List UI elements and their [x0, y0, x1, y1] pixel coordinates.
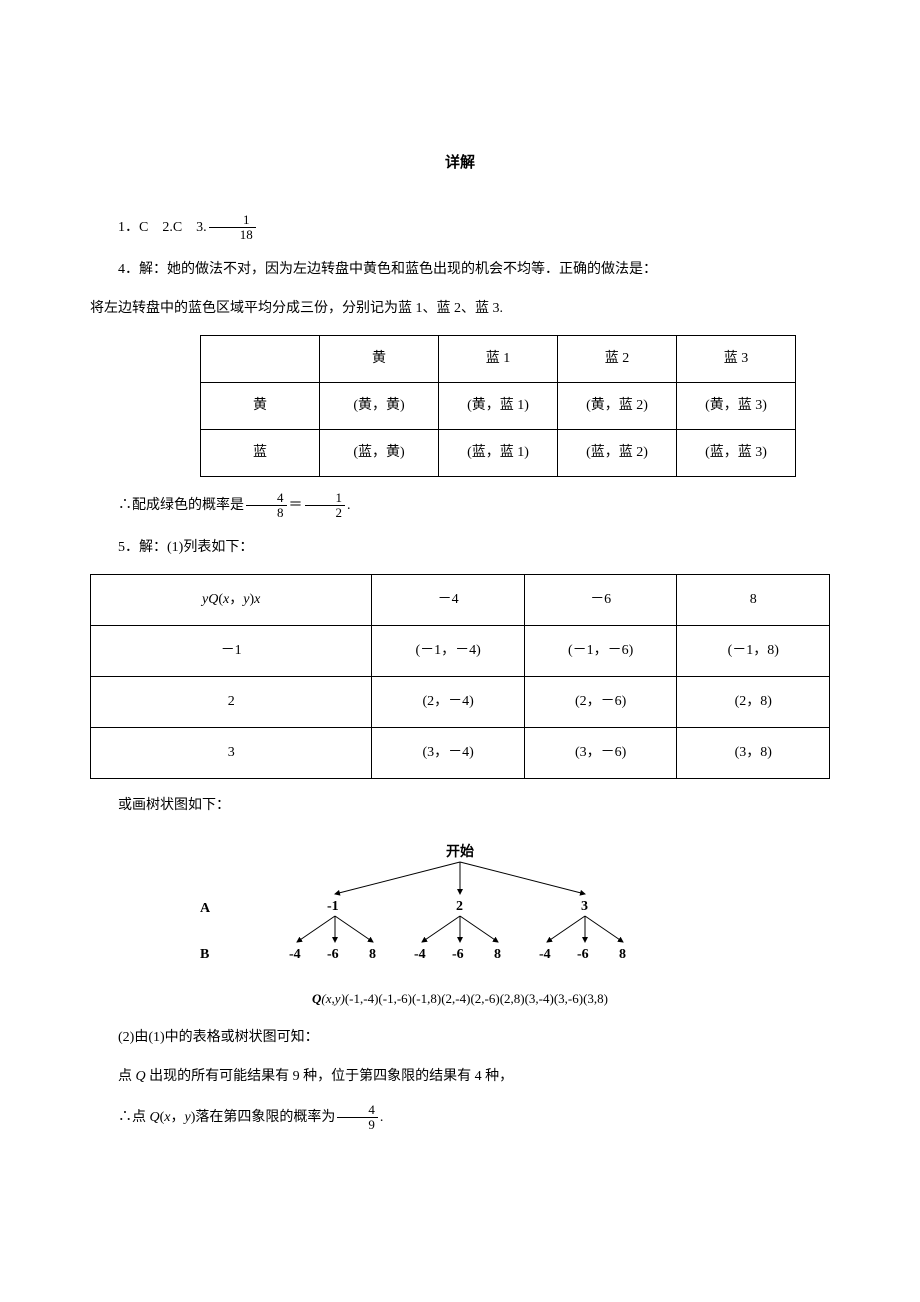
table-cell: 黄 [201, 382, 320, 429]
green-prefix: ∴配成绿色的概率是 [118, 498, 244, 513]
tree-outcomes: Q(x,y)(-1,-4)(-1,-6)(-1,8)(2,-4)(2,-6)(2… [90, 987, 830, 1010]
table-cell [201, 335, 320, 382]
table-cell: －4 [372, 574, 525, 625]
table-cell: 蓝 [201, 429, 320, 476]
table-cell: (－1，－4) [372, 625, 525, 676]
solution-4-line-2: 将左边转盘中的蓝色区域平均分成三份，分别记为蓝 1、蓝 2、蓝 3. [90, 296, 830, 321]
table-row: yQ(x，y)x －4 －6 8 [91, 574, 830, 625]
table-cell: (3，8) [677, 727, 830, 778]
green-probability: ∴配成绿色的概率是48＝12. [90, 491, 830, 521]
table-cell: (蓝，蓝 2) [558, 429, 677, 476]
table-row: 3 (3，－4) (3，－6) (3，8) [91, 727, 830, 778]
tree-node: 3 [581, 894, 588, 919]
solution-4-line-1: 4．解：她的做法不对，因为左边转盘中黄色和蓝色出现的机会不均等．正确的做法是： [90, 257, 830, 282]
table-row: －1 (－1，－4) (－1，－6) (－1，8) [91, 625, 830, 676]
table-cell: (3，－4) [372, 727, 525, 778]
fraction-4-9: 49 [337, 1103, 378, 1133]
tree-node: 2 [456, 894, 463, 919]
document-page: 详解 1．C 2.C 3.118 4．解：她的做法不对，因为左边转盘中黄色和蓝色… [0, 0, 920, 1206]
tree-diagram-wrap: A B 开始 [90, 842, 830, 1011]
table-row: 黄 (黄，黄) (黄，蓝 1) (黄，蓝 2) (黄，蓝 3) [201, 382, 796, 429]
tree-leaf: -4 [414, 942, 426, 967]
tree-leaf: 8 [619, 942, 626, 967]
table-q5: yQ(x，y)x －4 －6 8 －1 (－1，－4) (－1，－6) (－1，… [90, 574, 830, 779]
answers-line-1: 1．C 2.C 3.118 [90, 213, 830, 243]
table-row: 2 (2，－4) (2，－6) (2，8) [91, 676, 830, 727]
table-cell: 3 [91, 727, 372, 778]
fraction-4-8: 48 [246, 491, 287, 521]
table-cell: 黄 [320, 335, 439, 382]
solution-5-intro: 5．解：(1)列表如下： [90, 535, 830, 560]
table-q4: 黄 蓝 1 蓝 2 蓝 3 黄 (黄，黄) (黄，蓝 1) (黄，蓝 2) (黄… [200, 335, 796, 477]
table-cell: (黄，蓝 3) [677, 382, 796, 429]
answers-text: 1．C 2.C 3. [118, 220, 207, 235]
table-cell: (2，－4) [372, 676, 525, 727]
table-cell: (蓝，黄) [320, 429, 439, 476]
table-cell: 2 [91, 676, 372, 727]
page-title: 详解 [90, 150, 830, 177]
table-cell: (蓝，蓝 1) [439, 429, 558, 476]
table-row: 蓝 (蓝，黄) (蓝，蓝 1) (蓝，蓝 2) (蓝，蓝 3) [201, 429, 796, 476]
table-cell: (黄，黄) [320, 382, 439, 429]
tree-leaf: -6 [577, 942, 589, 967]
table-cell: (蓝，蓝 3) [677, 429, 796, 476]
tree-leaf: -6 [327, 942, 339, 967]
table-cell: (黄，蓝 2) [558, 382, 677, 429]
tree-leaf: -6 [452, 942, 464, 967]
table-cell: (－1，－6) [524, 625, 677, 676]
equals: ＝ [289, 498, 303, 513]
fraction-1-18: 118 [209, 213, 256, 243]
table-cell: (2，8) [677, 676, 830, 727]
tree-leaf: -4 [539, 942, 551, 967]
table-row: 黄 蓝 1 蓝 2 蓝 3 [201, 335, 796, 382]
tree-label-b: B [200, 942, 209, 967]
table-cell: －1 [91, 625, 372, 676]
table-cell: (3，－6) [524, 727, 677, 778]
tree-leaf: 8 [369, 942, 376, 967]
solution-5-conclusion: ∴点 Q(x，y)落在第四象限的概率为49. [90, 1103, 830, 1133]
table-header-cell: yQ(x，y)x [91, 574, 372, 625]
tree-leaf: -4 [289, 942, 301, 967]
period: . [347, 498, 351, 513]
tree-leaf: 8 [494, 942, 501, 967]
table-cell: 蓝 2 [558, 335, 677, 382]
tree-label-a: A [200, 896, 210, 921]
tree-diagram: A B 开始 [260, 842, 660, 972]
solution-5-2: (2)由(1)中的表格或树状图可知： [90, 1025, 830, 1050]
table-cell: (黄，蓝 1) [439, 382, 558, 429]
table-cell: －6 [524, 574, 677, 625]
table-cell: 蓝 3 [677, 335, 796, 382]
table-cell: (－1，8) [677, 625, 830, 676]
fraction-1-2: 12 [305, 491, 346, 521]
tree-node: -1 [327, 894, 339, 919]
table-cell: 蓝 1 [439, 335, 558, 382]
solution-5-outcomes: 点 Q 出现的所有可能结果有 9 种，位于第四象限的结果有 4 种， [90, 1064, 830, 1089]
table-cell: (2，－6) [524, 676, 677, 727]
tree-intro: 或画树状图如下： [90, 793, 830, 818]
table-cell: 8 [677, 574, 830, 625]
